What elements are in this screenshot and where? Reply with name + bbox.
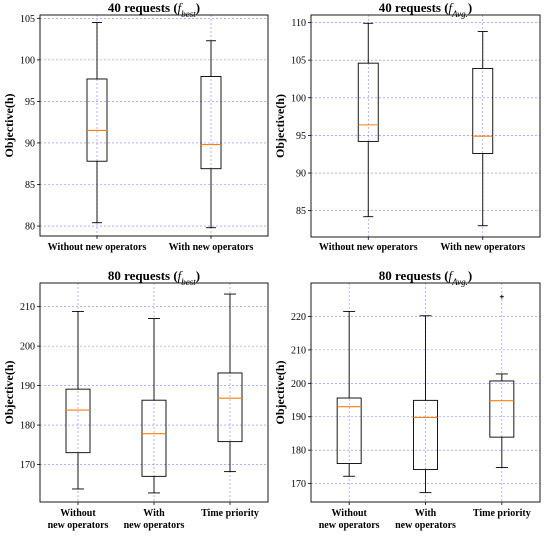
y-axis-label: Objective(h): [2, 94, 16, 158]
box-1: [336, 310, 362, 477]
x-category-label: Time priority: [473, 508, 531, 519]
title-part: best: [181, 277, 196, 287]
y-tick-label: 180: [20, 421, 35, 432]
title-part: 40 requests (: [379, 0, 449, 15]
y-axis-label: Objective(h): [2, 361, 16, 425]
title-part: ): [196, 268, 200, 283]
y-tick-label: 200: [291, 379, 306, 390]
title-part: Avg.: [451, 9, 468, 19]
x-category-label: new operators: [395, 520, 456, 531]
y-tick-label: 210: [20, 302, 35, 313]
iqr-box: [336, 397, 362, 464]
y-tick-label: 90: [25, 138, 35, 149]
x-category-label: With new operators: [440, 242, 525, 253]
chart-title: 40 requests (fbest): [108, 0, 200, 19]
title-part: 80 requests (: [108, 268, 178, 283]
y-tick-label: 180: [291, 446, 306, 457]
y-tick-label: 190: [291, 412, 306, 423]
x-category-label: new operators: [319, 520, 380, 531]
axes-frame: [310, 282, 541, 503]
y-tick-label: 100: [291, 93, 306, 104]
x-category-label: Without: [331, 508, 367, 519]
title-part: f: [178, 268, 184, 283]
title-part: ): [196, 0, 200, 15]
title-part: 40 requests (: [108, 0, 178, 15]
y-tick-label: 210: [291, 345, 306, 356]
y-tick-label: 80: [25, 222, 35, 233]
y-tick-label: 190: [20, 381, 35, 392]
title-part: f: [449, 0, 455, 15]
title-part: Avg.: [451, 277, 468, 287]
title-part: ): [468, 0, 472, 15]
axes-frame: [39, 14, 269, 237]
iqr-box: [217, 372, 243, 443]
iqr-box: [86, 78, 108, 162]
iqr-box: [413, 399, 438, 471]
iqr-box: [357, 62, 379, 142]
y-tick-label: 200: [20, 342, 35, 353]
iqr-box: [200, 76, 222, 170]
box-1: [65, 310, 91, 490]
y-tick-label: 110: [291, 18, 306, 29]
box-2: [200, 40, 222, 229]
y-tick-label: 170: [291, 479, 306, 490]
x-category-label: Without new operators: [48, 242, 147, 253]
y-tick-label: 220: [291, 312, 306, 323]
title-part: ): [468, 268, 472, 283]
x-category-label: new operators: [48, 520, 109, 531]
y-tick-label: 100: [20, 55, 35, 66]
title-part: best: [181, 9, 196, 19]
x-category-label: With: [143, 508, 165, 519]
axes-frame: [310, 14, 541, 238]
x-category-label: With: [415, 508, 437, 519]
box-1: [357, 22, 379, 218]
y-tick-label: 90: [296, 169, 306, 180]
axes-frame: [39, 282, 269, 503]
title-part: f: [178, 0, 184, 15]
iqr-box: [472, 67, 494, 154]
x-category-label: Without: [60, 508, 96, 519]
y-tick-label: 105: [20, 14, 35, 25]
y-tick-label: 105: [291, 56, 306, 67]
y-tick-label: 85: [25, 180, 35, 191]
chart-title: 80 requests (fbest): [108, 268, 200, 287]
chart-title: 80 requests (fAvg.): [379, 268, 473, 287]
x-category-label: Without new operators: [319, 242, 418, 253]
box-2: [472, 31, 494, 227]
y-tick-label: 85: [296, 206, 306, 217]
title-part: f: [449, 268, 455, 283]
iqr-box: [141, 399, 167, 477]
y-axis-label: Objective(h): [273, 361, 287, 425]
y-tick-label: 95: [25, 97, 35, 108]
x-category-label: With new operators: [169, 242, 254, 253]
y-tick-label: 170: [20, 460, 35, 471]
box-1: [86, 22, 108, 224]
box-3: [217, 293, 243, 473]
chart-panel-2: 85 90 95 100 105 110 Without new operators With…: [273, 0, 541, 253]
iqr-box: [489, 380, 515, 438]
box-2: [141, 318, 167, 494]
x-category-label: Time priority: [201, 508, 259, 519]
y-axis-label: Objective(h): [273, 94, 287, 158]
y-tick-label: 95: [296, 131, 306, 142]
x-category-label: new operators: [124, 520, 185, 531]
box-3: [489, 294, 515, 469]
iqr-box: [65, 388, 91, 454]
chart-title: 40 requests (fAvg.): [379, 0, 473, 19]
chart-panel-1: 80 85 90 95 100 105 Without new operators With …: [2, 0, 269, 253]
title-part: 80 requests (: [379, 268, 449, 283]
box-2: [413, 315, 438, 494]
